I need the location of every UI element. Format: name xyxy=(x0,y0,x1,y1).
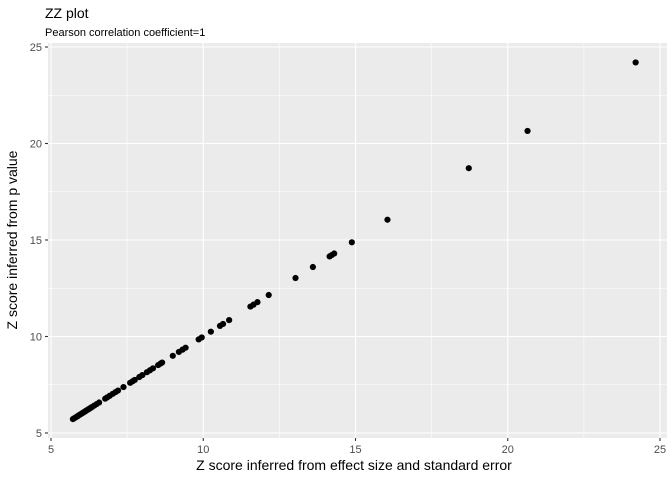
y-axis-title: Z score inferred from p value xyxy=(4,150,20,329)
x-tick-label: 5 xyxy=(48,444,54,456)
x-tick-label: 15 xyxy=(349,444,361,456)
y-tick-label: 5 xyxy=(36,428,42,440)
x-tick-label: 20 xyxy=(502,444,514,456)
x-tick-label: 25 xyxy=(654,444,666,456)
data-point xyxy=(114,387,122,394)
data-point xyxy=(169,352,176,359)
data-point xyxy=(465,165,472,172)
data-point xyxy=(207,328,214,335)
data-point xyxy=(292,274,299,282)
data-point xyxy=(348,239,355,246)
data-point xyxy=(254,299,261,306)
data-point xyxy=(198,334,205,341)
data-point xyxy=(139,372,146,379)
data-point xyxy=(120,383,127,391)
data-point xyxy=(632,59,639,66)
data-point xyxy=(524,127,531,135)
data-point xyxy=(331,250,338,257)
y-tick-label: 10 xyxy=(30,332,42,344)
data-point xyxy=(384,216,391,223)
y-axis-ticks: 5 10 15 20 25 xyxy=(30,42,48,440)
data-point xyxy=(265,291,272,299)
x-tick-label: 10 xyxy=(197,444,209,456)
data-point xyxy=(309,263,316,271)
data-point xyxy=(96,399,103,406)
data-point xyxy=(226,316,233,324)
data-point xyxy=(219,320,227,328)
y-tick-label: 15 xyxy=(30,235,42,247)
data-points xyxy=(69,59,639,423)
data-point xyxy=(159,359,166,366)
x-axis-ticks: 5 10 15 20 25 xyxy=(48,438,666,456)
chart-title: ZZ plot xyxy=(45,5,89,21)
y-tick-label: 25 xyxy=(30,42,42,54)
data-point xyxy=(149,365,157,372)
data-point xyxy=(182,344,189,351)
x-axis-title: Z score inferred from effect size and st… xyxy=(196,457,512,473)
y-tick-label: 20 xyxy=(30,139,42,151)
chart-subtitle: Pearson correlation coefficient=1 xyxy=(45,27,205,39)
data-point xyxy=(131,376,138,384)
major-gridlines xyxy=(48,43,667,438)
